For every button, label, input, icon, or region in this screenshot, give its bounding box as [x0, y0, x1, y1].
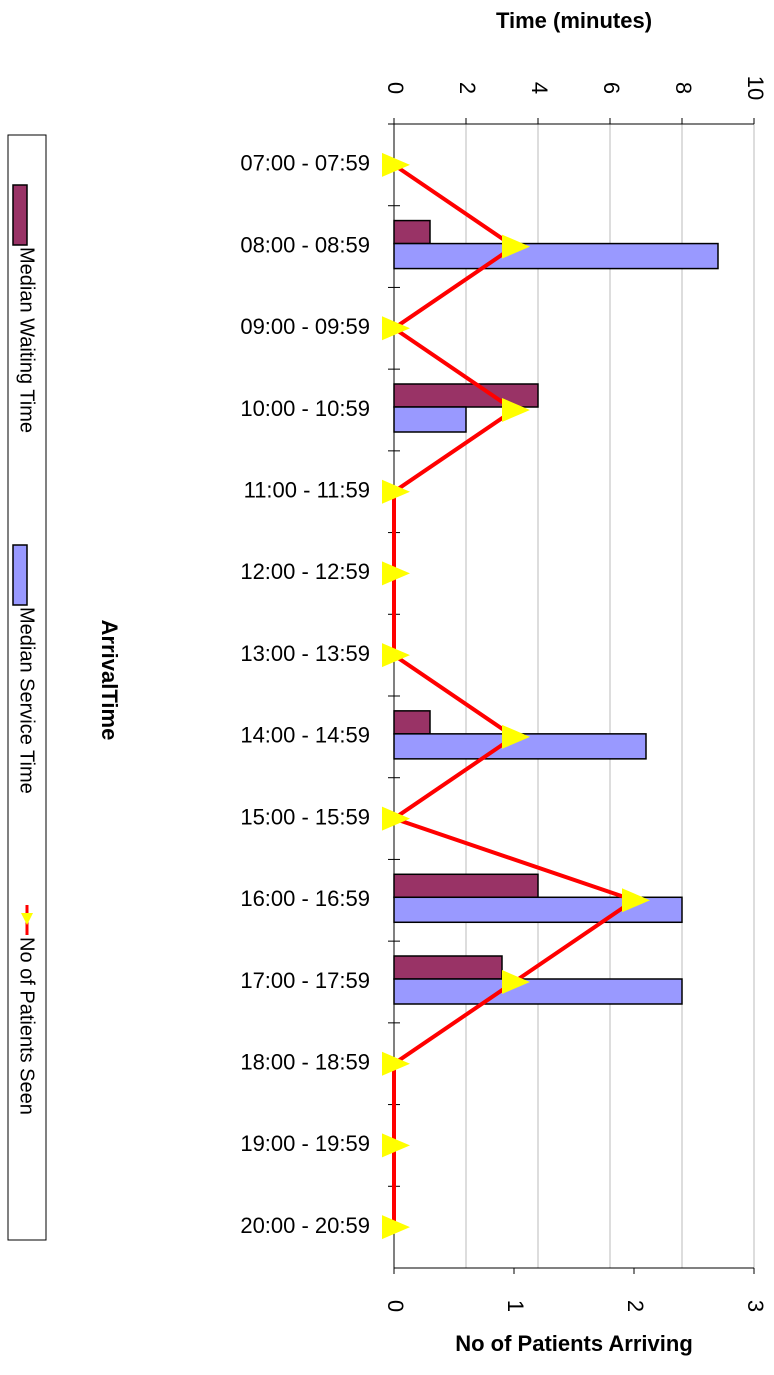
legend-box [7, 134, 47, 1241]
marker [382, 152, 410, 177]
marker [622, 888, 650, 913]
bar [393, 955, 503, 980]
legend-swatch [21, 913, 33, 925]
marker [502, 398, 530, 422]
marker [382, 1215, 410, 1240]
marker [502, 970, 530, 994]
y-tick-label: 20:00 - 20:59 [240, 1213, 370, 1238]
y-axis-title: ArrivalTime [97, 620, 122, 741]
y-tick-label: 08:00 - 08:59 [240, 232, 370, 257]
y-tick-label: 10:00 - 10:59 [240, 396, 370, 421]
bar [393, 873, 539, 899]
y-tick-label: 12:00 - 12:59 [240, 559, 370, 584]
legend-label: Median Waiting Time [16, 247, 38, 433]
y-tick-label: 19:00 - 19:59 [240, 1131, 370, 1156]
marker [382, 1133, 410, 1158]
marker [502, 724, 530, 749]
x2-tick-label: 3 [743, 1300, 768, 1312]
marker [502, 234, 530, 259]
x-tick-label: 0 [383, 82, 408, 94]
x-tick-label: 2 [455, 82, 480, 94]
marker [382, 561, 410, 586]
legend-swatch [12, 184, 28, 246]
bar [393, 406, 467, 433]
y-tick-label: 11:00 - 11:59 [244, 478, 370, 503]
bar [393, 219, 431, 245]
y-tick-label: 18:00 - 18:59 [240, 1050, 370, 1075]
x-axis-title: Time (minutes) [496, 8, 652, 33]
y-tick-label: 16:00 - 16:59 [240, 886, 370, 911]
y-tick-label: 09:00 - 09:59 [240, 314, 370, 339]
x-tick-label: 8 [671, 82, 696, 94]
x2-axis-title: No of Patients Arriving [455, 1331, 693, 1356]
marker [382, 643, 410, 668]
marker [382, 806, 410, 831]
x2-tick-label: 0 [383, 1300, 408, 1312]
bar [393, 978, 683, 1005]
bar [393, 383, 539, 408]
legend-swatch [12, 544, 28, 606]
y-tick-label: 14:00 - 14:59 [240, 723, 370, 748]
legend-label: No of Patients Seen [16, 937, 38, 1115]
marker [382, 479, 410, 504]
x-tick-label: 4 [527, 82, 552, 94]
y-tick-label: 17:00 - 17:59 [240, 968, 370, 993]
x2-tick-label: 2 [623, 1300, 648, 1312]
x-tick-label: 6 [599, 82, 624, 94]
y-tick-label: 15:00 - 15:59 [240, 804, 370, 829]
legend-label: Median Service Time [16, 607, 38, 794]
marker [382, 1051, 410, 1076]
y-tick-label: 13:00 - 13:59 [240, 641, 370, 666]
x2-tick-label: 1 [503, 1300, 528, 1312]
bar [393, 710, 431, 735]
line [389, 163, 639, 1228]
x-tick-label: 10 [743, 76, 768, 100]
y-tick-label: 07:00 - 07:59 [240, 151, 370, 176]
bar [393, 242, 719, 270]
marker [382, 316, 410, 341]
